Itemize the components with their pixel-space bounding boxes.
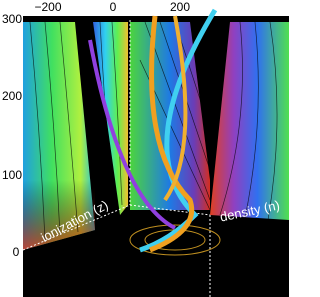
top-tick: −200 [34,0,61,14]
right-tick: 200 [246,240,266,254]
left-tick: 100 [2,168,22,182]
visualization: −200 0 200 300 200 100 0 200 0 −200 ioni… [2,0,289,297]
right-tick: −200 [257,281,284,295]
left-tick: 300 [2,12,22,26]
trajectories [88,8,221,256]
left-tick: 200 [2,89,22,103]
axis-line [22,204,131,251]
top-tick: 0 [110,0,117,14]
left-tick: 0 [13,245,20,259]
axis-line [129,204,211,216]
density-panel [210,22,289,220]
top-tick: 200 [170,0,190,14]
right-tick: 0 [259,262,266,276]
